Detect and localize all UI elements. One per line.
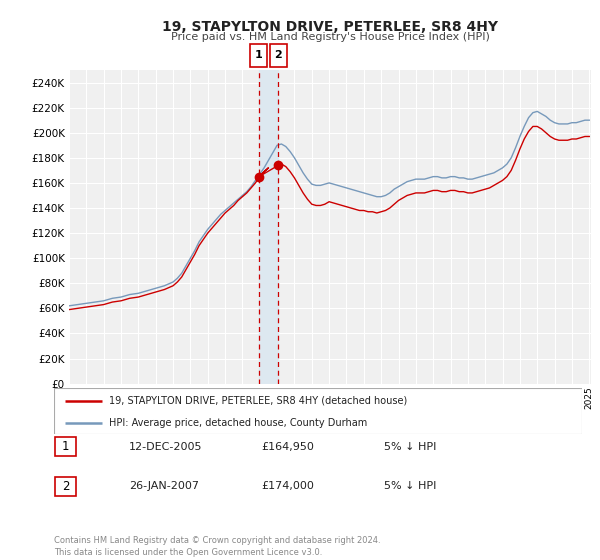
Text: 26-JAN-2007: 26-JAN-2007 — [129, 481, 199, 491]
Text: 2: 2 — [274, 50, 282, 60]
Text: 5% ↓ HPI: 5% ↓ HPI — [384, 481, 436, 491]
Text: HPI: Average price, detached house, County Durham: HPI: Average price, detached house, Coun… — [109, 418, 368, 427]
Text: Contains HM Land Registry data © Crown copyright and database right 2024.
This d: Contains HM Land Registry data © Crown c… — [54, 536, 380, 557]
Bar — [259, 70, 278, 384]
Text: 1: 1 — [62, 440, 69, 454]
Text: 1: 1 — [255, 50, 263, 60]
Text: £164,950: £164,950 — [261, 442, 314, 452]
Text: 19, STAPYLTON DRIVE, PETERLEE, SR8 4HY: 19, STAPYLTON DRIVE, PETERLEE, SR8 4HY — [162, 20, 498, 34]
Text: 19, STAPYLTON DRIVE, PETERLEE, SR8 4HY (detached house): 19, STAPYLTON DRIVE, PETERLEE, SR8 4HY (… — [109, 396, 407, 406]
Text: 2: 2 — [62, 479, 69, 493]
Text: 12-DEC-2005: 12-DEC-2005 — [129, 442, 203, 452]
Text: Price paid vs. HM Land Registry's House Price Index (HPI): Price paid vs. HM Land Registry's House … — [170, 32, 490, 43]
Text: £174,000: £174,000 — [261, 481, 314, 491]
Text: 5% ↓ HPI: 5% ↓ HPI — [384, 442, 436, 452]
